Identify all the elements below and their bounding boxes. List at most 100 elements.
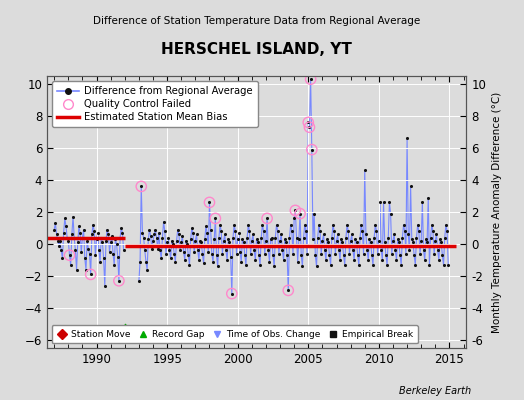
Point: [303, 250, 311, 257]
Point: [315, 222, 323, 228]
Point: [284, 287, 292, 294]
Point: [278, 247, 287, 254]
Point: [410, 252, 418, 258]
Point: [197, 239, 205, 246]
Point: [239, 239, 248, 246]
Point: [101, 282, 109, 289]
Point: [88, 231, 96, 238]
Point: [317, 250, 325, 257]
Point: [357, 222, 365, 228]
Point: [155, 230, 163, 236]
Point: [188, 225, 196, 231]
Point: [54, 242, 63, 249]
Point: [279, 257, 288, 263]
Point: [249, 231, 257, 238]
Point: [388, 250, 396, 257]
Point: [76, 230, 84, 236]
Point: [116, 234, 124, 241]
Point: [343, 222, 351, 228]
Point: [291, 207, 300, 214]
Point: [50, 226, 58, 233]
Point: [380, 239, 389, 246]
Point: [429, 228, 437, 234]
Point: [269, 252, 277, 258]
Point: [264, 247, 272, 254]
Point: [145, 226, 154, 233]
Point: [321, 247, 329, 254]
Point: [53, 238, 62, 244]
Point: [372, 228, 380, 234]
Point: [298, 263, 307, 270]
Point: [422, 236, 430, 242]
Point: [191, 238, 200, 244]
Point: [135, 278, 143, 284]
Point: [112, 241, 121, 247]
Point: [284, 287, 292, 294]
Point: [378, 257, 387, 263]
Point: [308, 146, 316, 153]
Point: [212, 252, 221, 258]
Point: [193, 247, 202, 254]
Point: [234, 236, 242, 242]
Point: [349, 247, 357, 254]
Point: [361, 167, 369, 174]
Point: [444, 262, 452, 268]
Point: [265, 258, 274, 265]
Point: [344, 228, 353, 234]
Point: [250, 247, 258, 254]
Point: [276, 238, 284, 244]
Point: [92, 236, 101, 242]
Point: [231, 228, 239, 234]
Point: [354, 252, 362, 258]
Point: [94, 230, 102, 236]
Point: [307, 76, 315, 82]
Point: [236, 249, 244, 255]
Point: [414, 228, 423, 234]
Point: [263, 215, 271, 222]
Point: [309, 236, 317, 242]
Point: [204, 249, 213, 255]
Point: [370, 234, 378, 241]
Y-axis label: Monthly Temperature Anomaly Difference (°C): Monthly Temperature Anomaly Difference (…: [492, 91, 501, 333]
Point: [82, 266, 90, 273]
Point: [174, 231, 183, 238]
Point: [99, 239, 107, 246]
Point: [408, 236, 416, 242]
Point: [305, 124, 314, 130]
Point: [164, 234, 172, 241]
Point: [338, 239, 346, 246]
Point: [115, 278, 123, 284]
Point: [86, 271, 95, 278]
Point: [377, 247, 385, 254]
Point: [307, 76, 315, 82]
Point: [58, 255, 67, 262]
Point: [182, 238, 190, 244]
Point: [181, 257, 189, 263]
Point: [223, 257, 231, 263]
Point: [266, 236, 275, 242]
Point: [201, 236, 209, 242]
Point: [225, 239, 234, 246]
Point: [184, 252, 192, 258]
Point: [323, 236, 331, 242]
Point: [304, 119, 312, 126]
Point: [61, 215, 69, 222]
Point: [147, 233, 155, 239]
Point: [355, 262, 363, 268]
Point: [262, 238, 270, 244]
Point: [205, 199, 214, 206]
Point: [140, 247, 149, 254]
Point: [198, 250, 206, 257]
Point: [442, 222, 450, 228]
Point: [301, 222, 309, 228]
Point: [428, 222, 436, 228]
Point: [399, 222, 408, 228]
Point: [322, 257, 330, 263]
Point: [325, 252, 334, 258]
Point: [172, 238, 181, 244]
Point: [280, 236, 289, 242]
Point: [91, 252, 100, 258]
Point: [136, 258, 144, 265]
Point: [258, 222, 267, 228]
Point: [371, 222, 379, 228]
